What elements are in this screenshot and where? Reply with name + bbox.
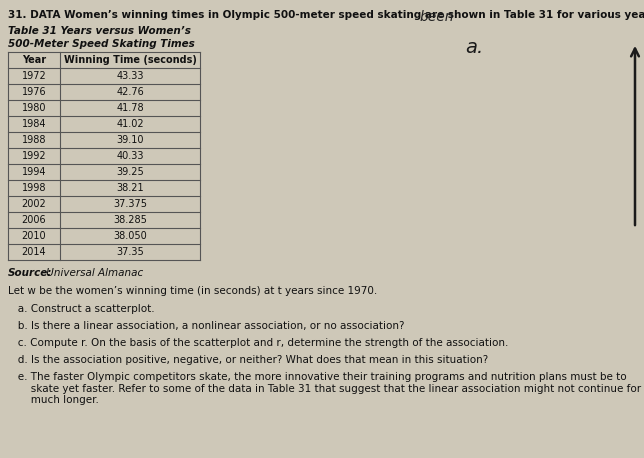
Text: 37.375: 37.375 — [113, 199, 147, 209]
Text: 1984: 1984 — [22, 119, 46, 129]
Text: 1992: 1992 — [22, 151, 46, 161]
Text: 2006: 2006 — [22, 215, 46, 225]
Text: 31. DATA Women’s winning times in Olympic 500-meter speed skating are shown in T: 31. DATA Women’s winning times in Olympi… — [8, 10, 644, 20]
Text: 1998: 1998 — [22, 183, 46, 193]
Text: 2014: 2014 — [22, 247, 46, 257]
Text: 2010: 2010 — [22, 231, 46, 241]
Text: 500-Meter Speed Skating Times: 500-Meter Speed Skating Times — [8, 39, 194, 49]
Text: 2002: 2002 — [22, 199, 46, 209]
Text: a. Construct a scatterplot.: a. Construct a scatterplot. — [8, 304, 155, 314]
Text: Winning Time (seconds): Winning Time (seconds) — [64, 55, 196, 65]
Text: c. Compute r. On the basis of the scatterplot and r, determine the strength of t: c. Compute r. On the basis of the scatte… — [8, 338, 508, 348]
Text: 42.76: 42.76 — [116, 87, 144, 97]
Text: 37.35: 37.35 — [116, 247, 144, 257]
Text: 1980: 1980 — [22, 103, 46, 113]
Text: 38.285: 38.285 — [113, 215, 147, 225]
Text: 41.78: 41.78 — [116, 103, 144, 113]
Text: 40.33: 40.33 — [117, 151, 144, 161]
Text: 38.21: 38.21 — [116, 183, 144, 193]
Text: 43.33: 43.33 — [117, 71, 144, 81]
Text: 39.25: 39.25 — [116, 167, 144, 177]
Text: 1988: 1988 — [22, 135, 46, 145]
Text: 39.10: 39.10 — [117, 135, 144, 145]
Text: Year: Year — [22, 55, 46, 65]
Text: 1976: 1976 — [22, 87, 46, 97]
Text: a.: a. — [465, 38, 483, 57]
Text: b. Is there a linear association, a nonlinear association, or no association?: b. Is there a linear association, a nonl… — [8, 321, 404, 331]
Text: Universal Almanac: Universal Almanac — [43, 268, 143, 278]
Text: Source:: Source: — [8, 268, 52, 278]
Text: 1972: 1972 — [22, 71, 46, 81]
Text: 41.02: 41.02 — [116, 119, 144, 129]
Text: 38.050: 38.050 — [113, 231, 147, 241]
Text: Let w be the women’s winning time (in seconds) at t years since 1970.: Let w be the women’s winning time (in se… — [8, 286, 377, 296]
Text: been: been — [420, 10, 455, 24]
Text: 1994: 1994 — [22, 167, 46, 177]
Text: Table 31 Years versus Women’s: Table 31 Years versus Women’s — [8, 26, 191, 36]
Text: d. Is the association positive, negative, or neither? What does that mean in thi: d. Is the association positive, negative… — [8, 355, 488, 365]
Text: e. The faster Olympic competitors skate, the more innovative their training prog: e. The faster Olympic competitors skate,… — [8, 372, 641, 405]
